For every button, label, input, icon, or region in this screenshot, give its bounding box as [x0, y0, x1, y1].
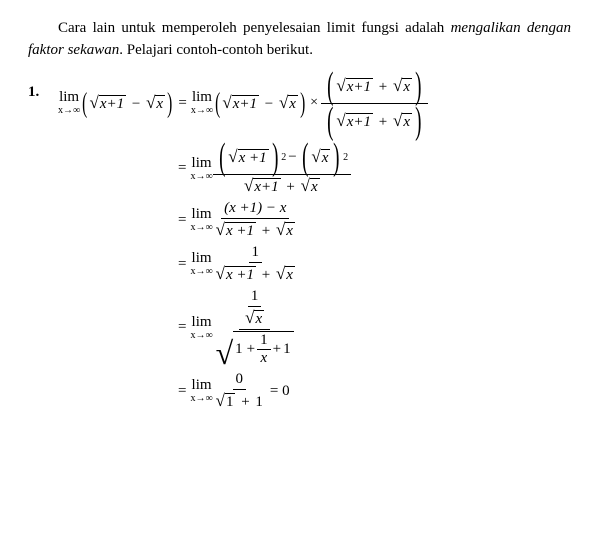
close-paren: ) [167, 91, 172, 116]
fraction-final: 0 √1 + 1 [213, 371, 266, 411]
expr-sqrt-xp1: √x+1 − √x [89, 93, 165, 113]
equals-sign: = [178, 383, 186, 400]
open-paren: ( [215, 91, 220, 116]
expr-sqrt-diff: √x+1 − √x [222, 93, 298, 113]
lim-block: lim x→∞ [190, 207, 212, 233]
lim-block: lim x→∞ [190, 378, 212, 404]
lim-sub: x→∞ [58, 106, 80, 116]
math-line-3: = lim x→∞ (x +1) − x √x +1 + √x [174, 200, 571, 240]
close-paren: ) [300, 91, 305, 116]
lim-block: lim x→∞ [190, 156, 212, 182]
math-line-1: lim x→∞ ( √x+1 − √x ) = lim x→∞ ( √x+1 −… [58, 70, 571, 138]
math-line-2: = lim x→∞ ( √x +1 )2 − ( √x )2 √x+1 [174, 141, 571, 196]
times-sign: × [309, 95, 318, 111]
fraction-one-over: 1 √x +1 + √x [213, 244, 298, 284]
equals-sign: = [178, 256, 186, 273]
lim-block: lim x→∞ [190, 315, 212, 341]
lim-block: lim x→∞ [190, 251, 212, 277]
final-result: = 0 [270, 383, 290, 400]
intro-text-1: Cara lain untuk memperoleh penyelesaian … [58, 20, 451, 36]
fraction-conjugate: ( √x+1 + √x ) ( √x+1 + √x ) [321, 70, 428, 138]
intro-paragraph: Cara lain untuk memperoleh penyelesaian … [28, 18, 571, 62]
equals-sign: = [178, 160, 186, 177]
lim-block: lim x→∞ [58, 90, 80, 116]
fraction-squares: ( √x +1 )2 − ( √x )2 √x+1 + √x [213, 141, 351, 196]
fraction-divided-sqrtx: 1 √x √ 1 + 1 x + [213, 288, 297, 367]
lim-block: lim x→∞ [191, 90, 213, 116]
equals-sign: = [178, 212, 186, 229]
fraction-simplified: (x +1) − x √x +1 + √x [213, 200, 298, 240]
math-line-4: = lim x→∞ 1 √x +1 + √x [174, 244, 571, 284]
intro-text-2: . Pelajari contoh-contoh berikut. [119, 42, 313, 58]
equals-sign: = [178, 95, 186, 112]
problem-row: 1. lim x→∞ ( √x+1 − √x ) = lim x→∞ ( √x+… [28, 70, 571, 416]
math-content: lim x→∞ ( √x+1 − √x ) = lim x→∞ ( √x+1 −… [58, 70, 571, 416]
lim-word: lim [59, 90, 79, 105]
math-line-6: = lim x→∞ 0 √1 + 1 = 0 [174, 371, 571, 411]
problem-number: 1. [28, 70, 44, 101]
math-line-5: = lim x→∞ 1 √x √ 1 + [174, 288, 571, 367]
equals-sign: = [178, 319, 186, 336]
open-paren: ( [82, 91, 87, 116]
